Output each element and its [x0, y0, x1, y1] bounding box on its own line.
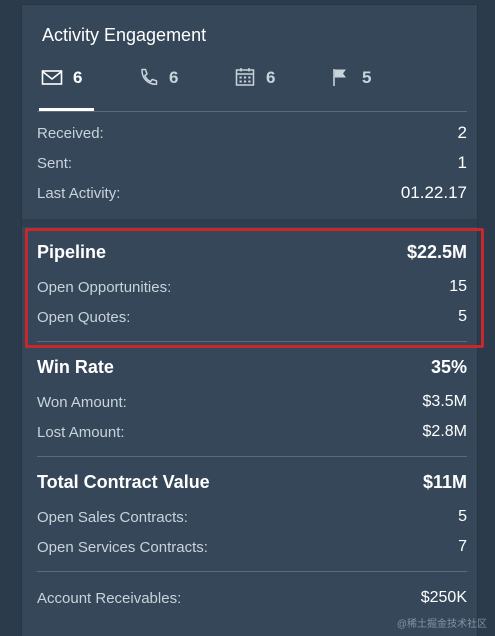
- open-services-contracts-label: Open Services Contracts:: [37, 538, 208, 556]
- mail-icon: [41, 70, 63, 85]
- tab-phone[interactable]: 6: [137, 67, 178, 109]
- divider: [37, 571, 467, 572]
- phone-icon: [141, 68, 158, 86]
- open-quotes-value: 5: [458, 308, 467, 325]
- open-sales-contracts-row: Open Sales Contracts: 5: [37, 508, 467, 526]
- win-rate-title: Win Rate: [37, 357, 114, 377]
- open-services-contracts-value: 7: [458, 538, 467, 555]
- open-sales-contracts-label: Open Sales Contracts:: [37, 508, 188, 526]
- received-value: 2: [457, 123, 467, 142]
- open-sales-contracts-value: 5: [458, 508, 467, 525]
- tab-calendar-count: 6: [266, 68, 276, 87]
- account-receivables-row: Account Receivables: $250K: [37, 589, 467, 607]
- divider: [37, 341, 467, 342]
- activity-card: Activity Engagement 6 6: [22, 5, 477, 636]
- open-services-contracts-row: Open Services Contracts: 7: [37, 538, 467, 556]
- divider: [37, 456, 467, 457]
- tab-email[interactable]: 6: [38, 67, 96, 111]
- lost-amount-value: $2.8M: [422, 423, 467, 440]
- account-receivables-value: $250K: [420, 589, 467, 606]
- calendar-icon: [235, 68, 255, 86]
- sent-row: Sent: 1: [37, 153, 467, 173]
- pipeline-header[interactable]: Pipeline $22.5M: [37, 242, 467, 263]
- received-row: Received: 2: [37, 123, 467, 143]
- received-label: Received:: [37, 124, 104, 142]
- lost-amount-label: Lost Amount:: [37, 423, 125, 441]
- contract-value-header[interactable]: Total Contract Value $11M: [37, 472, 467, 493]
- activity-tabs: 6 6: [37, 67, 467, 112]
- flag-icon: [333, 69, 346, 86]
- last-activity-value: 01.22.17: [400, 183, 467, 202]
- lost-amount-row: Lost Amount: $2.8M: [37, 423, 467, 441]
- card-title: Activity Engagement: [42, 25, 207, 45]
- open-opportunities-value: 15: [449, 278, 467, 295]
- sent-label: Sent:: [37, 154, 73, 172]
- section-separator: [22, 219, 477, 227]
- contract-value-total: $11M: [422, 472, 467, 492]
- tab-calendar[interactable]: 6: [234, 67, 275, 109]
- open-quotes-row: Open Quotes: 5: [37, 308, 467, 326]
- won-amount-row: Won Amount: $3.5M: [37, 393, 467, 411]
- won-amount-label: Won Amount:: [37, 393, 127, 411]
- last-activity-label: Last Activity:: [37, 184, 121, 202]
- tab-email-count: 6: [73, 68, 83, 87]
- last-activity-row: Last Activity: 01.22.17: [37, 183, 467, 203]
- won-amount-value: $3.5M: [422, 393, 467, 410]
- open-opportunities-row: Open Opportunities: 15: [37, 278, 467, 296]
- win-rate-header[interactable]: Win Rate 35%: [37, 357, 467, 378]
- open-opportunities-label: Open Opportunities:: [37, 278, 172, 296]
- sent-value: 1: [457, 153, 467, 172]
- pipeline-title: Pipeline: [37, 242, 107, 262]
- tab-flag[interactable]: 5: [330, 67, 371, 109]
- contract-value-title: Total Contract Value: [37, 472, 210, 492]
- open-quotes-label: Open Quotes:: [37, 308, 131, 326]
- tab-flag-count: 5: [362, 68, 372, 87]
- account-receivables-label: Account Receivables:: [37, 589, 182, 607]
- win-rate-value: 35%: [430, 357, 467, 377]
- tab-phone-count: 6: [169, 68, 179, 87]
- watermark: @稀土掘金技术社区: [396, 619, 487, 630]
- pipeline-total: $22.5M: [406, 242, 467, 262]
